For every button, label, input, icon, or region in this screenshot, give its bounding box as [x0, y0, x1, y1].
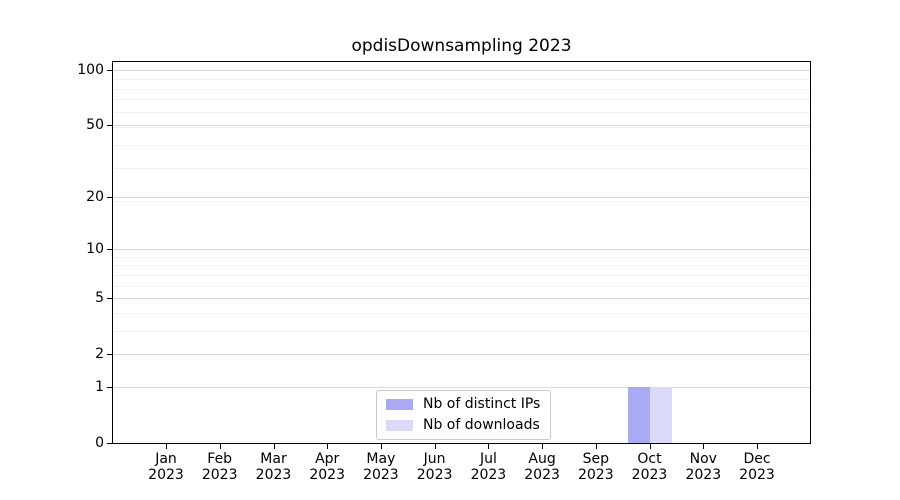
y-tick-mark: [107, 386, 112, 388]
minor-gridline: [113, 99, 810, 101]
legend: Nb of distinct IPs Nb of downloads: [376, 390, 552, 440]
y-tick-label: 50: [86, 116, 104, 133]
x-tick-label: Mar 2023: [255, 451, 292, 483]
y-tick-mark: [107, 69, 112, 71]
x-tick-mark: [219, 444, 221, 449]
y-tick-mark: [107, 249, 112, 250]
minor-gridline: [113, 167, 810, 169]
x-tick-label: Jun 2023: [416, 451, 453, 483]
minor-gridline: [113, 144, 810, 146]
y-tick-label: 20: [86, 188, 104, 205]
minor-gridline: [113, 312, 810, 314]
legend-label: Nb of downloads: [423, 417, 540, 433]
major-gridline: [113, 249, 810, 250]
bar-distinct-ips: [627, 386, 650, 443]
plot-area: Nb of distinct IPs Nb of downloads 0 1 2 5 10…: [77, 61, 811, 483]
x-tick-mark: [542, 444, 544, 449]
minor-gridline: [113, 88, 810, 90]
major-gridline: [113, 124, 810, 126]
minor-gridline: [113, 126, 810, 128]
y-tick-mark: [107, 124, 112, 126]
x-tick-mark: [488, 444, 490, 449]
x-tick-mark: [380, 444, 382, 449]
minor-gridline: [113, 265, 810, 267]
x-tick-label: Sep 2023: [577, 451, 614, 483]
y-tick-label: 2: [95, 346, 104, 363]
x-tick-label: Feb 2023: [201, 451, 238, 483]
legend-label: Nb of distinct IPs: [423, 396, 541, 412]
x-tick-label: Apr 2023: [309, 451, 345, 483]
legend-swatch: [386, 398, 413, 410]
minor-gridline: [113, 274, 810, 276]
x-tick-label: Dec 2023: [739, 451, 775, 483]
y-tick-label: 1: [95, 378, 104, 395]
major-gridline: [113, 354, 810, 356]
y-tick-label: 0: [95, 435, 104, 451]
minor-gridline: [113, 200, 810, 202]
major-gridline: [113, 196, 810, 198]
minor-gridline: [113, 79, 810, 80]
minor-gridline: [113, 330, 810, 332]
x-tick-label: May 2023: [363, 451, 399, 483]
minor-gridline: [113, 285, 810, 287]
minor-gridline: [113, 386, 810, 388]
x-tick-label: Jan 2023: [148, 451, 184, 483]
x-tick-label: Jul 2023: [470, 451, 507, 483]
x-tick-mark: [649, 444, 651, 449]
minor-gridline: [113, 111, 810, 113]
x-tick-mark: [327, 444, 329, 449]
x-tick-label: Nov 2023: [685, 451, 722, 483]
minor-gridline: [113, 70, 810, 72]
chart-title: opdisDownsampling 2023: [351, 36, 572, 56]
x-tick-mark: [434, 444, 436, 449]
x-tick-mark: [757, 444, 758, 449]
legend-swatch: [386, 419, 413, 431]
x-tick-mark: [166, 444, 167, 449]
x-tick-mark: [273, 444, 275, 449]
major-gridline: [113, 386, 810, 388]
legend-entry: Nb of distinct IPs: [386, 396, 540, 412]
minor-gridline: [113, 354, 810, 356]
x-tick-label: Aug 2023: [524, 451, 560, 483]
y-tick-mark: [107, 298, 112, 299]
x-tick-label: Oct 2023: [631, 451, 668, 483]
x-tick-mark: [595, 444, 597, 449]
x-tick-mark: [703, 444, 705, 449]
legend-entry: Nb of downloads: [386, 417, 540, 433]
minor-gridline: [113, 256, 810, 258]
y-tick-label: 5: [95, 290, 104, 306]
y-tick-mark: [107, 196, 112, 198]
y-tick-mark: [107, 354, 112, 356]
minor-gridline: [113, 298, 810, 299]
major-gridline: [113, 69, 810, 71]
y-tick-label: 10: [86, 241, 104, 257]
y-tick-mark: [107, 443, 112, 444]
bar-downloads: [649, 386, 672, 443]
y-tick-label: 100: [77, 61, 104, 78]
major-gridline: [113, 298, 810, 299]
